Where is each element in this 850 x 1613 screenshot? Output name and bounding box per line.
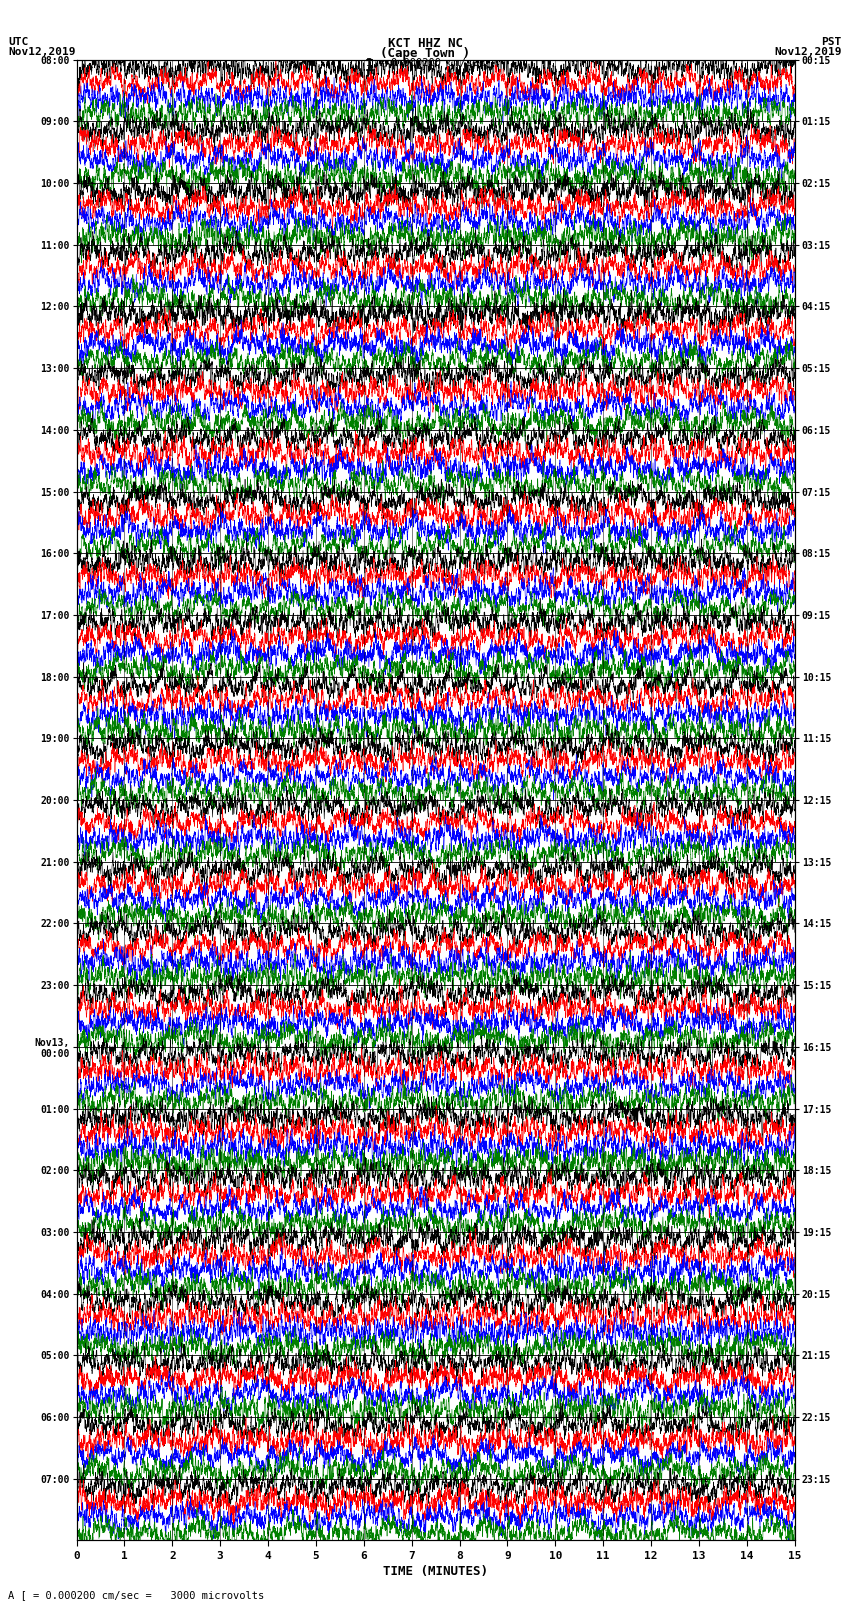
Text: Nov12,2019: Nov12,2019 — [774, 47, 842, 56]
Text: KCT HHZ NC: KCT HHZ NC — [388, 37, 462, 50]
Text: I = 0.000200 cm/sec: I = 0.000200 cm/sec — [366, 58, 484, 68]
Text: Nov12,2019: Nov12,2019 — [8, 47, 76, 56]
Text: UTC: UTC — [8, 37, 29, 47]
Text: I: I — [366, 58, 374, 74]
Text: A [ = 0.000200 cm/sec =   3000 microvolts: A [ = 0.000200 cm/sec = 3000 microvolts — [8, 1590, 264, 1600]
Text: (Cape Town ): (Cape Town ) — [380, 47, 470, 60]
Text: PST: PST — [821, 37, 842, 47]
X-axis label: TIME (MINUTES): TIME (MINUTES) — [383, 1565, 488, 1578]
